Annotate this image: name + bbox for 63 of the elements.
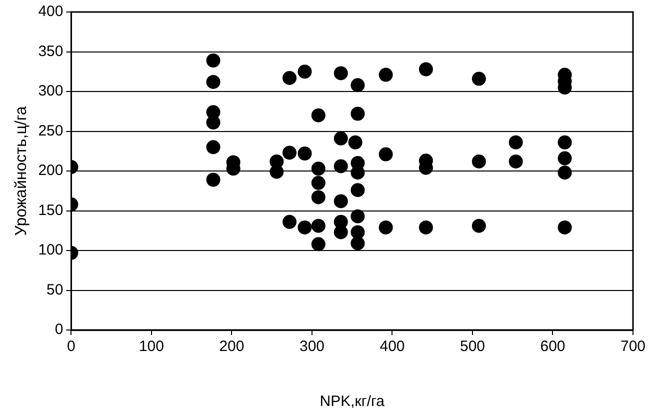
point — [334, 131, 348, 146]
y-tick-label: 400 — [38, 3, 64, 20]
point — [206, 116, 220, 130]
point — [350, 183, 365, 198]
point — [334, 194, 348, 208]
point — [350, 236, 365, 250]
point — [378, 220, 393, 234]
point — [282, 70, 297, 85]
x-tick-label: 0 — [67, 338, 76, 356]
y-tick-label: 350 — [38, 42, 64, 60]
point — [558, 151, 572, 166]
y-tick-label: 300 — [38, 82, 64, 100]
point — [558, 220, 572, 234]
y-tick-label: 200 — [38, 162, 64, 180]
point — [270, 164, 284, 179]
y-tick-label: 0 — [54, 321, 64, 338]
point — [311, 237, 326, 252]
point — [558, 135, 572, 150]
y-tick-label: 50 — [46, 281, 64, 298]
point — [311, 108, 326, 122]
point — [350, 106, 365, 121]
x-tick-label: 100 — [138, 338, 164, 356]
y-tick-label: 100 — [38, 242, 64, 259]
x-tick-label: 300 — [299, 338, 324, 356]
point — [298, 146, 312, 161]
point — [350, 78, 365, 92]
point — [508, 135, 523, 150]
point — [311, 176, 326, 190]
point — [334, 159, 348, 174]
point — [334, 225, 348, 240]
point — [298, 64, 312, 79]
point — [350, 166, 365, 180]
point — [378, 68, 393, 82]
point — [282, 214, 297, 229]
y-axis-title: Урожайность,ц/га — [13, 106, 30, 236]
point — [311, 218, 326, 233]
point — [206, 53, 220, 68]
point — [206, 172, 220, 187]
point — [350, 209, 365, 224]
point — [282, 146, 297, 160]
point — [298, 220, 312, 234]
point — [508, 154, 523, 168]
point — [558, 166, 572, 180]
point — [418, 220, 433, 234]
point — [311, 162, 326, 176]
x-tick-label: 200 — [219, 338, 244, 356]
point — [472, 72, 486, 86]
x-tick-label: 700 — [620, 338, 646, 356]
point — [311, 190, 326, 204]
point — [206, 140, 220, 154]
y-tick-label: 250 — [38, 122, 64, 140]
point — [206, 74, 220, 89]
point — [418, 62, 433, 76]
x-tick-label: 400 — [380, 338, 405, 356]
point — [472, 218, 486, 233]
x-tick-label: 600 — [540, 338, 566, 356]
point — [334, 66, 348, 80]
point — [472, 154, 486, 168]
x-tick-label: 500 — [460, 338, 486, 356]
point — [378, 147, 393, 162]
x-axis-title: NPK,кг/га — [320, 393, 386, 410]
y-tick-label: 150 — [38, 202, 64, 219]
point — [348, 135, 362, 150]
